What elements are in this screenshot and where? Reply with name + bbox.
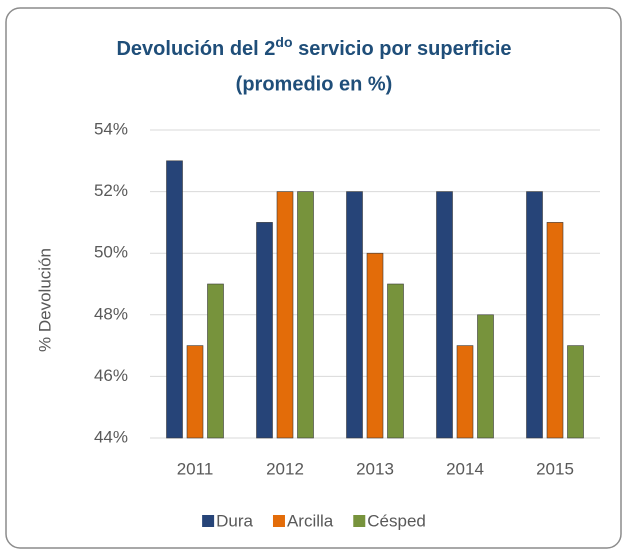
- chart-title: Devolución del 2do servicio por superfic…: [116, 34, 511, 61]
- bar: [546, 222, 564, 439]
- bar: [276, 191, 294, 439]
- bar: [207, 283, 224, 439]
- x-tick-label: 2012: [266, 459, 304, 478]
- bar: [186, 345, 204, 439]
- bar: [387, 283, 404, 439]
- x-tick-label: 2015: [536, 459, 574, 478]
- legend-label: Dura: [216, 511, 253, 530]
- title-part: Devolución del 2: [116, 38, 275, 60]
- chart-title-line: (promedio en %): [236, 73, 393, 95]
- bar: [297, 191, 314, 439]
- y-tick-label: 52%: [94, 181, 128, 200]
- y-tick-label: 48%: [94, 304, 128, 323]
- y-axis-label: % Devolución: [35, 248, 54, 352]
- legend-label: Arcilla: [287, 511, 334, 530]
- y-tick-label: 50%: [94, 243, 128, 262]
- bar: [346, 191, 363, 439]
- y-tick-label: 44%: [94, 427, 128, 446]
- legend-label: Césped: [367, 511, 426, 530]
- bar: [477, 314, 494, 439]
- bar: [567, 345, 584, 439]
- title-part: servicio por superficie: [293, 38, 512, 60]
- x-tick-label: 2013: [356, 459, 394, 478]
- legend-swatch: [202, 515, 215, 527]
- x-tick-label: 2011: [177, 459, 214, 478]
- y-tick-label: 46%: [94, 366, 128, 385]
- legend-swatch: [353, 515, 366, 527]
- y-tick-label: 54%: [94, 119, 128, 138]
- bar: [456, 345, 474, 439]
- legend-swatch: [272, 515, 285, 527]
- x-tick-label: 2014: [446, 459, 484, 478]
- bar: [436, 191, 453, 439]
- bar: [256, 222, 273, 439]
- bar: [166, 160, 183, 439]
- bar: [526, 191, 543, 439]
- title-superscript: do: [275, 34, 292, 50]
- bar: [366, 252, 384, 439]
